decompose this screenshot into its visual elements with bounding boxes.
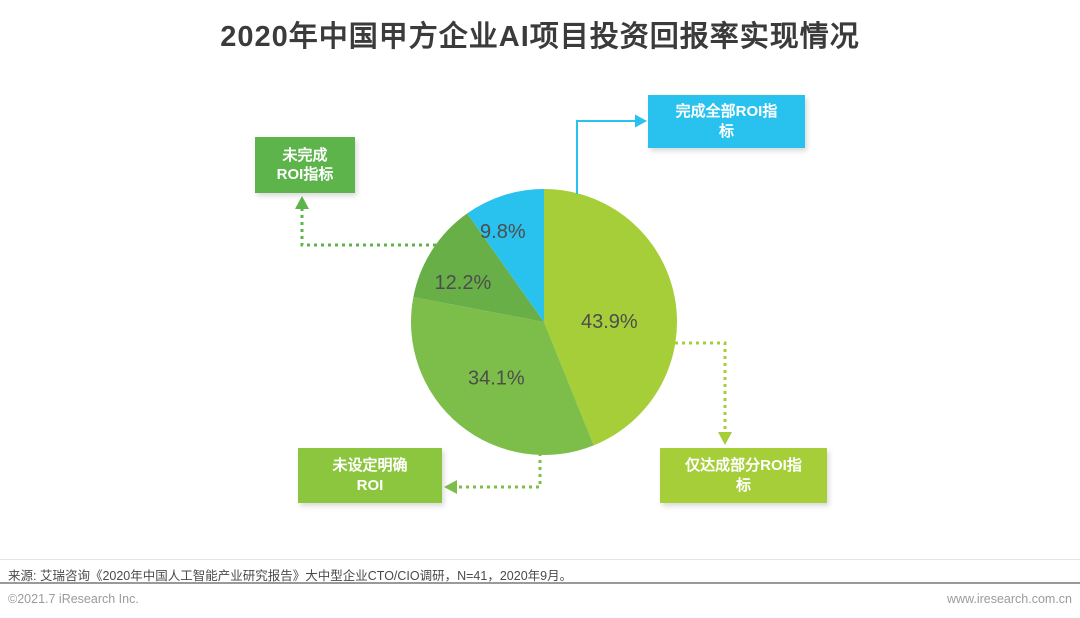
pie-slice-2 (413, 213, 544, 322)
connector-line-complete (576, 120, 636, 194)
pie-slice-1 (411, 297, 594, 455)
page-title: 2020年中国甲方企业AI项目投资回报率实现情况 (220, 21, 860, 53)
source-note: 来源: 艾瑞咨询《2020年中国人工智能产业研究报告》大中型企业CTO/CIO调… (8, 569, 573, 583)
arrowhead-down-icon (718, 432, 732, 445)
arrowhead-left-icon (444, 480, 457, 494)
copyright-text: ©2021.7 iResearch Inc. (8, 592, 139, 606)
connector-partial-roi (675, 341, 732, 445)
pie-slice-3 (467, 189, 544, 322)
divider-top (0, 559, 1080, 560)
pie-slice-value-3: 9.8% (480, 221, 526, 243)
connector-line-notdone (300, 208, 436, 247)
connector-line-noroi (456, 453, 542, 489)
pie-slice-value-0: 43.9% (581, 311, 638, 333)
connector-not-complete-roi (295, 196, 436, 247)
website-url: www.iresearch.com.cn (946, 592, 1072, 606)
callout-partial-roi: 仅达成部分ROI指 标 (660, 448, 827, 503)
connector-complete-all-roi (576, 114, 647, 194)
pie-slice-value-1: 34.1% (468, 368, 525, 390)
arrowhead-up-icon (295, 196, 309, 209)
divider-bottom (0, 582, 1080, 584)
connector-line-partial (675, 341, 727, 433)
pie-slices (411, 189, 678, 455)
pie-slice-value-2: 12.2% (435, 272, 492, 294)
callout-not-complete-roi: 未完成 ROI指标 (255, 137, 355, 193)
callout-no-clear-roi: 未设定明确 ROI (298, 448, 442, 503)
connector-no-clear-roi (444, 453, 542, 494)
arrowhead-right-icon (635, 114, 647, 128)
callout-complete-all-roi: 完成全部ROI指 标 (648, 95, 805, 148)
pie-slice-0 (544, 189, 678, 446)
pie-slice-value-labels: 43.9% 34.1% 12.2% 9.8% (435, 221, 638, 390)
